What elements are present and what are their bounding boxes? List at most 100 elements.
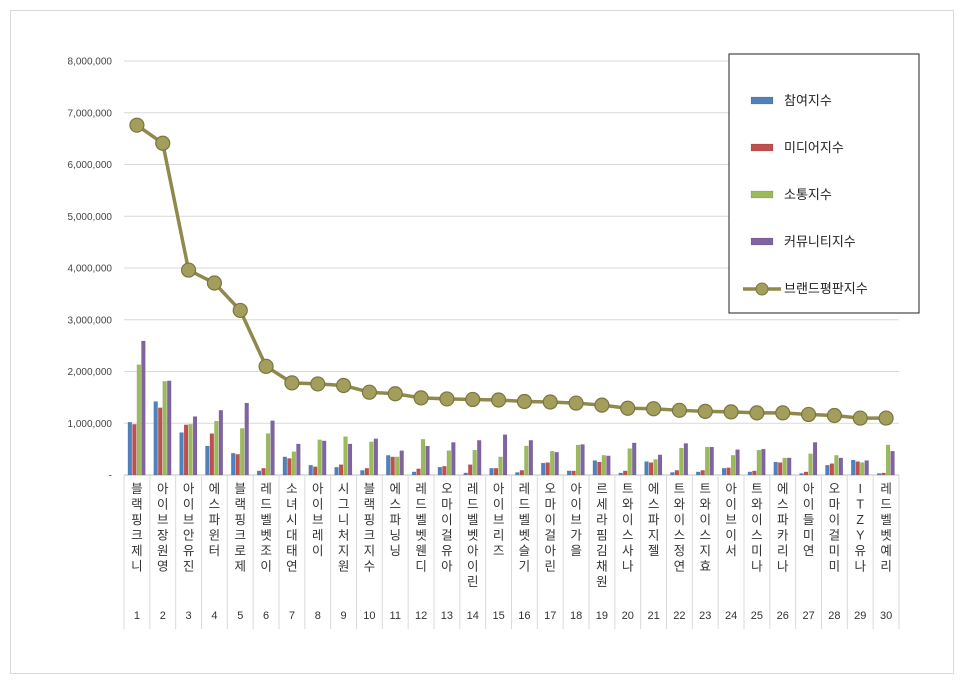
line-point <box>361 384 378 400</box>
bar <box>679 447 684 476</box>
bar <box>188 424 193 476</box>
bar <box>700 470 705 476</box>
bar <box>730 455 736 476</box>
bar <box>851 459 856 476</box>
rank-label: 17 <box>544 610 556 622</box>
legend-label: 미디어지수 <box>784 140 844 155</box>
bar <box>752 470 757 476</box>
bar <box>270 420 275 476</box>
bar <box>778 462 783 476</box>
legend-swatch <box>750 237 774 246</box>
bar-series <box>127 340 895 476</box>
bar <box>158 407 163 476</box>
bar <box>653 459 658 476</box>
line-point <box>749 405 765 421</box>
bar <box>313 466 318 476</box>
brand-reputation-chart: 8,000,000 7,000,000 6,000,000 5,000,000 4,00… <box>68 53 920 629</box>
bar <box>773 461 778 476</box>
bar <box>265 433 271 476</box>
bar <box>829 463 835 476</box>
bar <box>876 473 882 476</box>
bar <box>442 466 447 476</box>
bar <box>799 473 804 476</box>
bar <box>446 450 452 476</box>
bar <box>127 422 133 476</box>
bar <box>644 461 649 476</box>
line-point <box>852 410 868 426</box>
bar <box>597 461 602 476</box>
y-tick-label: - <box>109 471 112 482</box>
line-point <box>645 401 662 417</box>
bar <box>322 440 327 476</box>
bar <box>369 441 374 476</box>
bar <box>657 454 663 476</box>
bar <box>291 451 297 476</box>
rank-label: 19 <box>596 610 608 622</box>
bar <box>812 442 818 476</box>
bar <box>515 472 520 476</box>
y-tick-label: 7,000,000 <box>68 108 113 119</box>
bar <box>592 460 598 476</box>
rank-label: 9 <box>341 610 347 622</box>
bar <box>696 471 701 476</box>
line-point <box>826 407 843 424</box>
rank-label: 13 <box>441 610 453 622</box>
line-point <box>180 262 197 278</box>
bar <box>627 448 632 476</box>
bar <box>244 402 249 476</box>
line-point <box>516 393 533 410</box>
y-tick-label: 4,000,000 <box>68 264 113 275</box>
line-series <box>129 117 894 426</box>
bar <box>240 428 245 476</box>
bar <box>623 470 628 476</box>
bar <box>425 445 430 476</box>
bar <box>674 470 680 476</box>
bar <box>386 455 391 476</box>
bar <box>338 464 344 476</box>
bar <box>493 468 499 476</box>
bar <box>825 464 830 476</box>
bar <box>334 467 339 476</box>
bar <box>808 453 813 476</box>
y-tick-label: 5,000,000 <box>68 212 113 223</box>
bar <box>550 450 555 476</box>
bar <box>787 457 792 476</box>
bar <box>183 424 189 476</box>
bar <box>864 460 869 476</box>
line-point <box>697 403 713 419</box>
line-point <box>620 400 636 416</box>
rank-label: 26 <box>777 610 789 622</box>
bar <box>860 462 865 476</box>
rank-label: 8 <box>315 610 321 622</box>
bar <box>554 452 559 476</box>
bar <box>162 381 167 476</box>
rank-label: 29 <box>854 610 866 622</box>
bar <box>519 470 525 476</box>
rank-label: 1 <box>134 610 140 622</box>
line-point <box>800 406 817 423</box>
rank-label: 25 <box>751 610 763 622</box>
bar <box>468 464 473 476</box>
bar <box>296 443 301 476</box>
bar <box>528 440 534 476</box>
bar <box>416 468 421 476</box>
bar <box>580 444 585 476</box>
line-point <box>878 410 894 426</box>
bar <box>214 420 219 476</box>
